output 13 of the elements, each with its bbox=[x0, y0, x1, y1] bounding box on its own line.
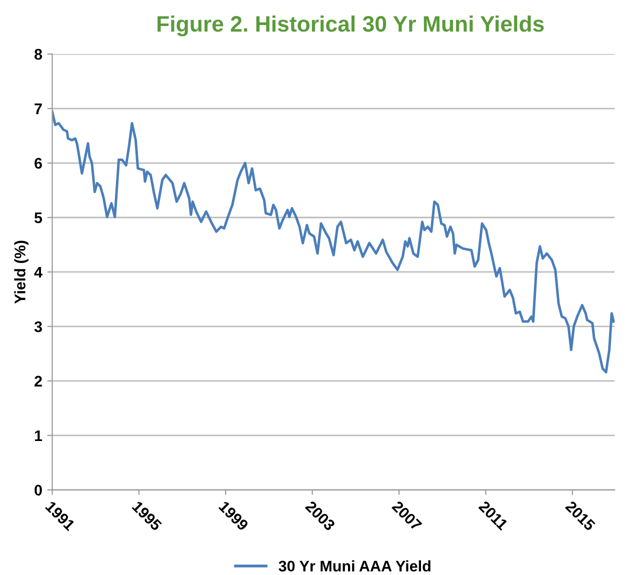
y-tick-label: 2 bbox=[34, 376, 42, 386]
y-tick-label: 1 bbox=[34, 430, 42, 441]
line-series bbox=[52, 110, 615, 374]
y-axis-title: Yield (%) bbox=[14, 240, 28, 304]
y-tick-label: 4 bbox=[34, 267, 42, 278]
y-tick-label: 7 bbox=[34, 104, 42, 114]
y-tick-label: 5 bbox=[34, 212, 42, 224]
chart-title: Figure 2. Historical 30 Yr Muni Yields bbox=[158, 15, 544, 36]
y-tick-label: 6 bbox=[34, 158, 42, 169]
y-tick-label: 3 bbox=[34, 321, 42, 332]
legend-label: 30 Yr Muni AAA Yield bbox=[278, 560, 430, 572]
y-tick-label: 0 bbox=[34, 484, 42, 496]
y-tick-label: 8 bbox=[34, 48, 42, 60]
